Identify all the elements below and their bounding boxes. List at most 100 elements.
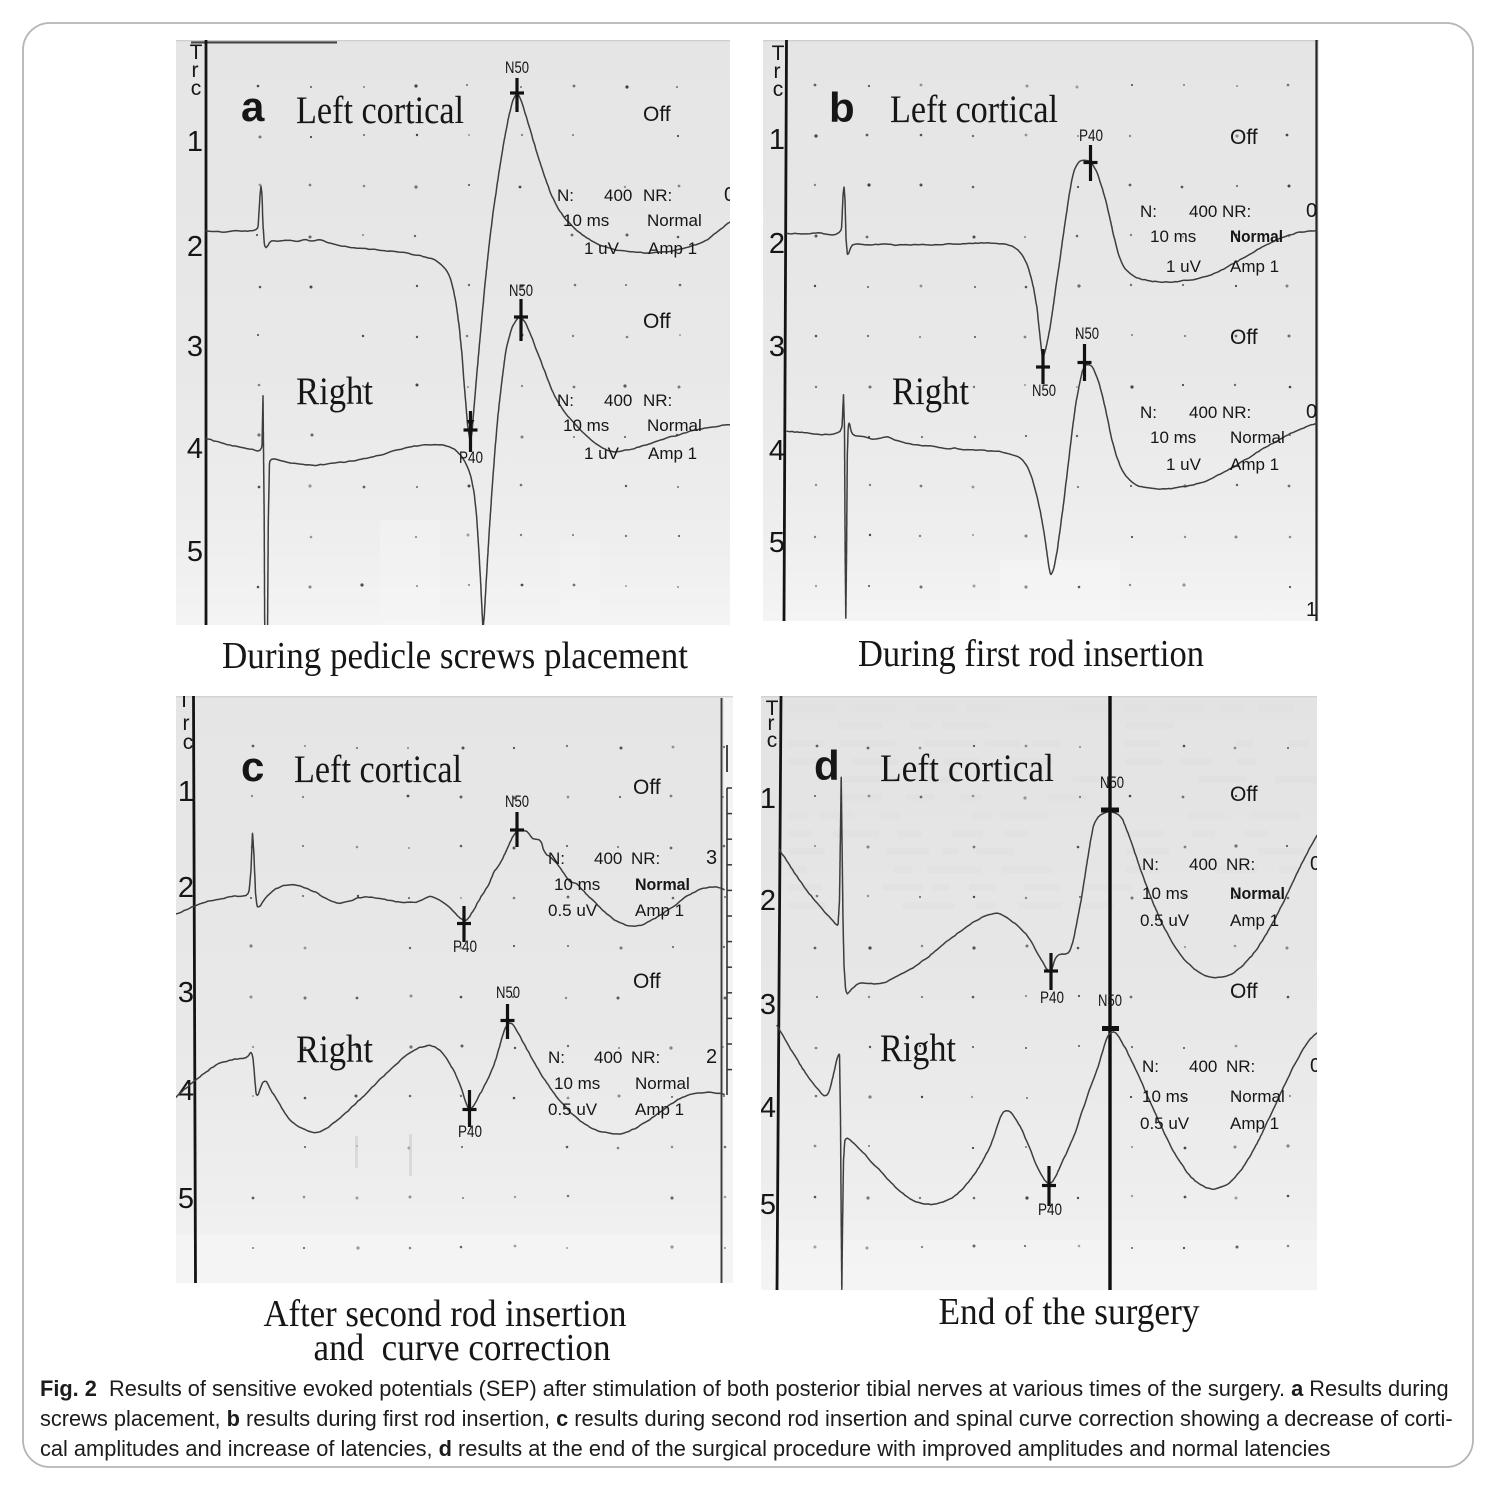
- svg-text:After second rod insertion: After second rod insertion: [264, 1293, 627, 1335]
- svg-text:Right: Right: [892, 370, 969, 413]
- svg-text:2: 2: [706, 1046, 717, 1068]
- svg-text:4: 4: [178, 1075, 194, 1107]
- svg-text:10 ms: 10 ms: [554, 875, 600, 894]
- svg-text:Amp 1: Amp 1: [1230, 1114, 1279, 1133]
- svg-text:1 uV: 1 uV: [584, 444, 620, 463]
- svg-text:3: 3: [769, 331, 785, 363]
- svg-text:1: 1: [769, 124, 785, 156]
- svg-text:400: 400: [1189, 403, 1217, 422]
- svg-text:0.5 uV: 0.5 uV: [1140, 1114, 1190, 1133]
- svg-text:Off: Off: [1230, 326, 1258, 349]
- svg-text:and curve correction: and curve correction: [314, 1327, 611, 1369]
- svg-text:3: 3: [187, 331, 203, 363]
- svg-text:c: c: [183, 731, 194, 754]
- svg-text:P40: P40: [1040, 988, 1064, 1007]
- svg-text:Off: Off: [633, 776, 661, 799]
- svg-text:Amp 1: Amp 1: [1230, 455, 1279, 474]
- svg-text:Off: Off: [633, 970, 661, 993]
- svg-text:N:: N:: [548, 1048, 565, 1067]
- svg-text:N:: N:: [1142, 855, 1159, 874]
- svg-text:10 ms: 10 ms: [1142, 884, 1188, 903]
- svg-text:Left cortical: Left cortical: [294, 748, 462, 791]
- svg-text:1: 1: [178, 776, 194, 808]
- svg-text:Amp 1: Amp 1: [635, 901, 684, 920]
- svg-text:N50: N50: [496, 983, 520, 1002]
- svg-text:Amp 1: Amp 1: [1230, 911, 1279, 930]
- svg-text:N50: N50: [1032, 381, 1056, 400]
- svg-text:r: r: [768, 712, 775, 735]
- svg-text:2: 2: [178, 872, 194, 904]
- svg-text:c: c: [773, 78, 784, 101]
- svg-text:P40: P40: [459, 448, 483, 467]
- svg-text:cal amplitudes and increase of: cal amplitudes and increase of latencies…: [40, 1436, 1330, 1461]
- svg-text:400: 400: [604, 391, 632, 410]
- svg-text:NR:: NR:: [1226, 855, 1255, 874]
- svg-text:During first rod insertion: During first rod insertion: [858, 633, 1204, 675]
- svg-text:d: d: [814, 742, 840, 789]
- svg-text:Left cortical: Left cortical: [880, 747, 1054, 790]
- svg-text:4: 4: [769, 435, 785, 467]
- svg-text:Right: Right: [296, 1028, 373, 1071]
- svg-text:400: 400: [594, 849, 622, 868]
- svg-text:N50: N50: [505, 58, 529, 77]
- svg-text:Amp 1: Amp 1: [1230, 257, 1279, 276]
- svg-text:Off: Off: [1230, 980, 1258, 1003]
- svg-text:Normal: Normal: [647, 416, 702, 435]
- svg-text:Normal: Normal: [635, 875, 690, 894]
- svg-text:0.5 uV: 0.5 uV: [1140, 911, 1190, 930]
- svg-text:N:: N:: [548, 849, 565, 868]
- svg-text:c: c: [241, 743, 264, 790]
- svg-text:Normal: Normal: [647, 211, 702, 230]
- svg-text:r: r: [774, 60, 781, 83]
- svg-text:Normal: Normal: [1230, 1087, 1285, 1106]
- svg-text:Normal: Normal: [1230, 884, 1285, 903]
- svg-text:5: 5: [187, 536, 203, 568]
- svg-text:400: 400: [604, 186, 632, 205]
- svg-text:T: T: [766, 697, 779, 720]
- svg-text:0: 0: [724, 184, 735, 206]
- svg-text:Amp 1: Amp 1: [648, 444, 697, 463]
- svg-text:1 uV: 1 uV: [1166, 455, 1202, 474]
- svg-text:Off: Off: [643, 310, 671, 333]
- svg-text:10 ms: 10 ms: [1142, 1087, 1188, 1106]
- svg-text:1: 1: [1306, 599, 1317, 621]
- svg-text:NR:: NR:: [631, 849, 660, 868]
- svg-text:1: 1: [760, 783, 776, 815]
- svg-text:2: 2: [187, 231, 203, 263]
- svg-text:400: 400: [1189, 1057, 1217, 1076]
- svg-text:Off: Off: [643, 103, 671, 126]
- svg-text:10 ms: 10 ms: [563, 211, 609, 230]
- svg-text:N:: N:: [1140, 202, 1157, 221]
- svg-text:2: 2: [769, 228, 785, 260]
- svg-text:screws placement, b results du: screws placement, b results during first…: [40, 1406, 1453, 1431]
- svg-text:5: 5: [769, 527, 785, 559]
- svg-text:P40: P40: [1079, 126, 1103, 145]
- svg-text:r: r: [192, 59, 199, 82]
- svg-text:Normal: Normal: [635, 1074, 690, 1093]
- svg-text:NR:: NR:: [643, 186, 672, 205]
- svg-text:End of the surgery: End of the surgery: [939, 1291, 1200, 1333]
- svg-text:NR:: NR:: [1226, 1057, 1255, 1076]
- svg-text:Normal: Normal: [1230, 227, 1283, 246]
- svg-text:4: 4: [187, 433, 203, 465]
- svg-text:3: 3: [706, 847, 717, 869]
- svg-text:Amp 1: Amp 1: [648, 239, 697, 258]
- svg-text:N50: N50: [509, 281, 533, 300]
- svg-text:r: r: [183, 712, 190, 735]
- svg-text:Left cortical: Left cortical: [296, 89, 464, 132]
- svg-text:Right: Right: [296, 370, 373, 413]
- svg-text:10 ms: 10 ms: [1150, 227, 1196, 246]
- svg-text:N50: N50: [1100, 773, 1124, 792]
- svg-text:1: 1: [187, 126, 203, 158]
- svg-text:N:: N:: [557, 391, 574, 410]
- svg-text:Off: Off: [1230, 783, 1258, 806]
- svg-text:0: 0: [1310, 853, 1321, 875]
- svg-text:10 ms: 10 ms: [1150, 428, 1196, 447]
- svg-text:2: 2: [760, 885, 776, 917]
- svg-text:T: T: [772, 42, 785, 65]
- svg-text:400: 400: [1189, 855, 1217, 874]
- svg-text:10 ms: 10 ms: [563, 416, 609, 435]
- svg-text:3: 3: [178, 977, 194, 1009]
- svg-text:P40: P40: [1038, 1200, 1062, 1219]
- svg-text:Left cortical: Left cortical: [890, 88, 1058, 131]
